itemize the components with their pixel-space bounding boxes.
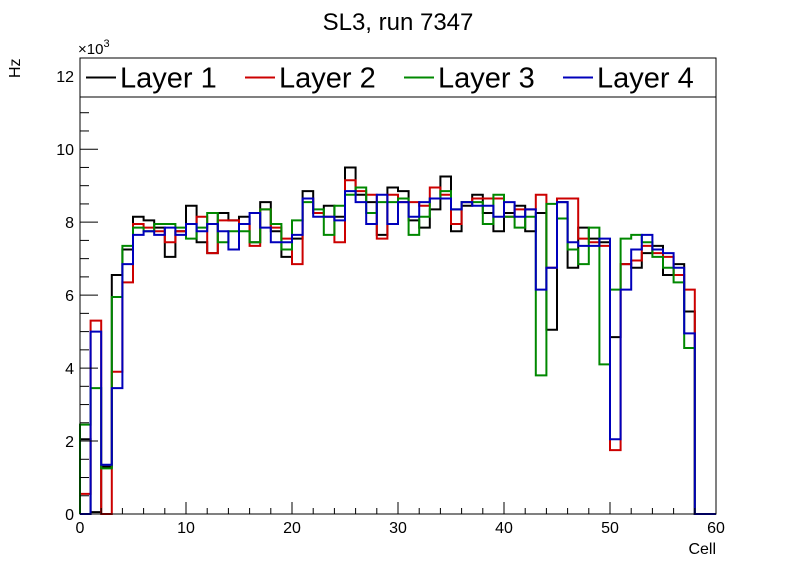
x-tick-label: 50 [601, 520, 619, 537]
y-tick-label: 2 [65, 434, 74, 451]
y-tick-label: 0 [65, 507, 74, 524]
plot-area [79, 166, 716, 515]
x-tick-label: 30 [389, 520, 407, 537]
x-tick-label: 60 [707, 520, 725, 537]
y-tick-label: 6 [65, 288, 74, 305]
x-tick-label: 0 [76, 520, 85, 537]
y-tick-label: 4 [65, 361, 74, 378]
x-tick-label: 10 [177, 520, 195, 537]
legend-label-layer-3: Layer 3 [438, 63, 535, 95]
x-tick-label: 20 [283, 520, 301, 537]
y-tick-label: 8 [65, 215, 74, 232]
y-tick-label: 10 [56, 142, 74, 159]
legend-label-layer-4: Layer 4 [597, 63, 694, 95]
legend: Layer 1 Layer 2 Layer 3 Layer 4 [79, 57, 717, 98]
y-tick-label: 12 [56, 69, 74, 86]
series-line-layer-4 [80, 190, 716, 515]
y-axis-label: Hz [7, 58, 24, 78]
x-axis-label: Cell [688, 541, 716, 558]
legend-label-layer-2: Layer 2 [279, 63, 376, 95]
chart-title: SL3, run 7347 [323, 9, 474, 36]
x-tick-label: 40 [495, 520, 513, 537]
legend-box [79, 57, 717, 98]
y-axis-multiplier: ×103 [78, 38, 110, 58]
y-multiplier-base: ×10 [78, 41, 103, 58]
y-multiplier-exponent: 3 [103, 38, 109, 50]
legend-label-layer-1: Layer 1 [120, 63, 217, 95]
